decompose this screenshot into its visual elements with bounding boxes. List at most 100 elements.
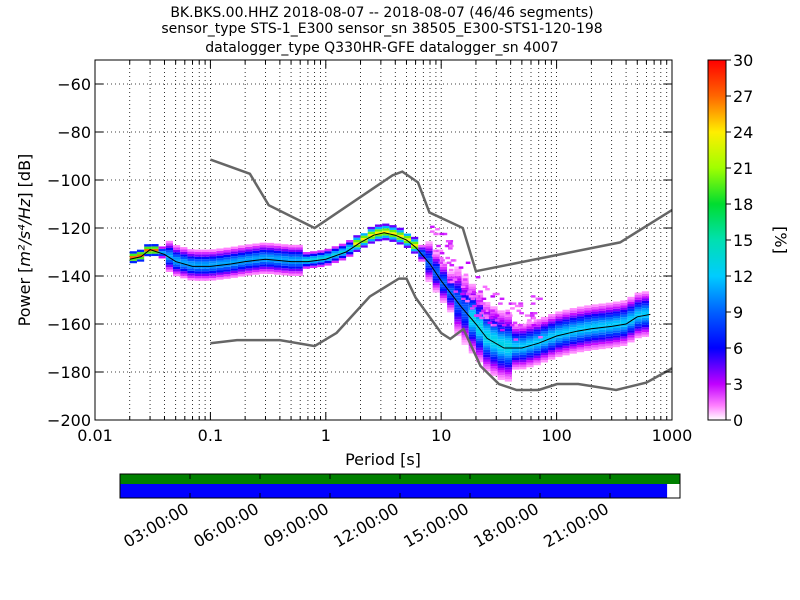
density-cell xyxy=(223,252,231,255)
density-cell xyxy=(569,348,577,352)
density-cell xyxy=(512,364,520,368)
density-cell xyxy=(513,338,519,341)
density-cell xyxy=(634,297,642,300)
density-cell xyxy=(519,357,527,360)
density-cell xyxy=(194,256,202,260)
density-cell xyxy=(360,238,368,241)
density-cell xyxy=(576,306,585,310)
density-cell xyxy=(430,230,435,233)
density-cell xyxy=(584,312,592,316)
density-cell xyxy=(461,316,469,319)
density-cell xyxy=(252,248,260,251)
timeline: 03:00:0006:00:0009:00:0012:00:0015:00:00… xyxy=(119,473,681,551)
density-cell xyxy=(432,285,440,288)
density-cell xyxy=(576,337,585,341)
density-cell xyxy=(562,340,570,344)
density-cell xyxy=(259,259,267,262)
density-cell xyxy=(548,330,556,334)
density-cell xyxy=(223,274,231,277)
density-cell xyxy=(533,350,541,354)
density-cell xyxy=(259,252,267,255)
density-cell xyxy=(468,286,476,289)
density-cell xyxy=(497,310,505,313)
density-cell xyxy=(194,266,202,269)
density-cell xyxy=(627,323,635,326)
density-cell xyxy=(439,298,448,301)
density-cell xyxy=(501,324,507,327)
density-cell xyxy=(512,355,520,358)
density-cell xyxy=(512,324,520,327)
density-cell xyxy=(483,345,491,348)
density-cell xyxy=(479,316,484,320)
density-cell xyxy=(165,250,174,253)
density-cell xyxy=(605,333,613,337)
density-cell xyxy=(576,313,585,317)
density-cell xyxy=(533,324,541,327)
density-cell xyxy=(461,275,469,278)
density-cell xyxy=(612,301,621,304)
density-cell xyxy=(201,261,210,264)
density-cell xyxy=(346,240,354,243)
density-cell xyxy=(454,278,462,281)
density-cell xyxy=(576,311,585,314)
density-cell xyxy=(598,344,606,347)
density-cell xyxy=(432,268,440,271)
density-cell xyxy=(519,362,527,365)
density-cell xyxy=(569,336,577,340)
density-cell xyxy=(540,333,549,337)
density-cell xyxy=(259,247,267,250)
density-cell xyxy=(548,318,556,322)
density-cell xyxy=(475,355,484,358)
density-cell xyxy=(447,295,455,298)
density-cell xyxy=(627,316,635,319)
x-tick-label: 0.01 xyxy=(77,426,113,445)
density-cell xyxy=(484,316,489,320)
density-cell xyxy=(605,319,613,322)
density-cell xyxy=(465,261,471,264)
density-cell xyxy=(548,325,556,329)
density-cell xyxy=(431,254,437,257)
y-tick-label: −160 xyxy=(47,315,91,334)
density-cell xyxy=(252,265,260,268)
density-cell xyxy=(281,256,289,259)
density-cell xyxy=(180,271,188,274)
density-cell xyxy=(338,258,347,261)
density-cell xyxy=(468,334,476,337)
density-cell xyxy=(425,277,433,280)
density-cell xyxy=(273,262,282,266)
density-cell xyxy=(454,316,462,320)
density-cell xyxy=(555,340,563,343)
density-cell xyxy=(209,249,217,252)
density-cell xyxy=(512,340,520,344)
density-cell xyxy=(230,270,238,274)
colorbar-tick-label: 12 xyxy=(733,267,753,286)
density-cell xyxy=(173,264,181,267)
density-cell xyxy=(259,266,267,270)
density-cell xyxy=(562,324,570,327)
density-cell xyxy=(374,236,383,239)
density-cell xyxy=(504,331,513,334)
density-cell xyxy=(504,345,513,348)
density-cell xyxy=(533,355,541,359)
density-cell xyxy=(187,275,195,278)
density-cell xyxy=(612,332,621,336)
density-cell xyxy=(461,320,469,324)
density-cell xyxy=(540,350,549,353)
density-cell xyxy=(430,225,435,228)
density-cell xyxy=(439,286,448,289)
density-cell xyxy=(627,296,635,300)
density-cell xyxy=(555,352,563,355)
density-cell xyxy=(187,277,195,281)
density-cell xyxy=(497,317,505,321)
density-cell xyxy=(505,309,510,312)
density-cell xyxy=(439,300,448,303)
density-cell xyxy=(576,309,585,312)
density-cell xyxy=(512,333,520,336)
density-cell xyxy=(497,341,505,345)
density-cell xyxy=(454,271,462,274)
density-cell xyxy=(612,335,621,338)
density-cell xyxy=(548,347,556,350)
density-cell xyxy=(452,278,458,281)
density-cell xyxy=(194,268,202,272)
density-cell xyxy=(432,258,440,262)
